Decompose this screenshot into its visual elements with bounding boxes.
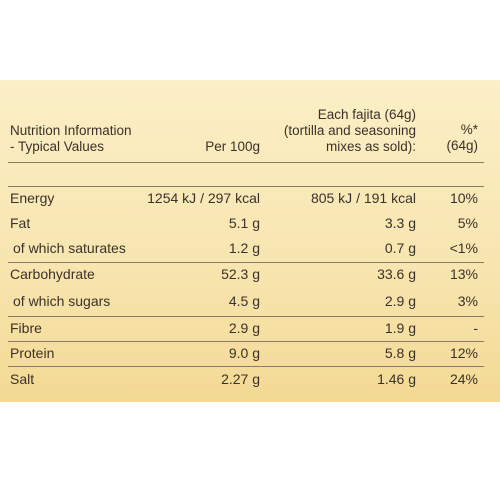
row-divider bbox=[8, 186, 484, 188]
table-title: Nutrition Information - Typical Values bbox=[10, 123, 132, 155]
per-100g-value: 9.0 g bbox=[228, 345, 260, 361]
percent-header: %* (64g) bbox=[446, 122, 478, 154]
row-label: Energy bbox=[10, 190, 55, 206]
title-line-1: Nutrition Information bbox=[10, 123, 132, 138]
row-label: Salt bbox=[10, 371, 35, 387]
each-line-3: mixes as sold): bbox=[325, 139, 416, 154]
title-line-2: - Typical Values bbox=[10, 139, 105, 154]
percent-value: 12% bbox=[449, 345, 478, 361]
per-fajita-value: 33.6 g bbox=[377, 266, 416, 282]
percent-value: - bbox=[473, 320, 478, 336]
percent-value: <1% bbox=[449, 240, 478, 256]
pct-line-2: (64g) bbox=[446, 138, 478, 153]
each-fajita-header: Each fajita (64g) (tortilla and seasonin… bbox=[284, 107, 416, 155]
row-label: of which sugars bbox=[13, 293, 111, 309]
per-fajita-value: 805 kJ / 191 kcal bbox=[310, 190, 416, 206]
per-fajita-value: 3.3 g bbox=[384, 215, 416, 231]
per-fajita-value: 1.9 g bbox=[384, 320, 416, 336]
table-row: of which sugars 4.5 g 2.9 g 3% bbox=[0, 290, 500, 312]
row-label: Carbohydrate bbox=[10, 266, 95, 282]
per-100g-value: 52.3 g bbox=[221, 266, 260, 282]
header-divider bbox=[8, 162, 484, 164]
per-100g-value: 5.1 g bbox=[228, 215, 260, 231]
per-100g-value: 2.27 g bbox=[221, 371, 260, 387]
row-label: Fat bbox=[10, 215, 31, 231]
table-row: Salt 2.27 g 1.46 g 24% bbox=[0, 368, 500, 390]
percent-value: 13% bbox=[449, 266, 478, 282]
table-row: Fat 5.1 g 3.3 g 5% bbox=[0, 212, 500, 234]
per-100g-value: 1.2 g bbox=[228, 240, 260, 256]
table-row: Fibre 2.9 g 1.9 g - bbox=[0, 317, 500, 339]
row-label: of which saturates bbox=[13, 240, 126, 256]
table-row: Carbohydrate 52.3 g 33.6 g 13% bbox=[0, 263, 500, 285]
percent-value: 5% bbox=[457, 215, 478, 231]
per-fajita-value: 0.7 g bbox=[384, 240, 416, 256]
per-100g-header: Per 100g bbox=[205, 139, 260, 154]
percent-value: 3% bbox=[457, 293, 478, 309]
pct-line-1: %* bbox=[460, 122, 478, 137]
row-divider bbox=[8, 262, 484, 264]
per-100g-value: 1254 kJ / 297 kcal bbox=[147, 190, 260, 206]
percent-value: 24% bbox=[449, 371, 478, 387]
row-divider bbox=[8, 316, 484, 318]
per-100g-value: 4.5 g bbox=[228, 293, 260, 309]
percent-value: 10% bbox=[449, 190, 478, 206]
per-fajita-value: 5.8 g bbox=[384, 345, 416, 361]
each-line-1: Each fajita (64g) bbox=[317, 107, 416, 122]
per-fajita-value: 2.9 g bbox=[384, 293, 416, 309]
nutrition-panel bbox=[0, 80, 500, 402]
table-row: of which saturates 1.2 g 0.7 g <1% bbox=[0, 237, 500, 259]
row-label: Protein bbox=[10, 345, 55, 361]
each-line-2: (tortilla and seasoning bbox=[283, 123, 416, 138]
per-fajita-value: 1.46 g bbox=[377, 371, 416, 387]
row-divider bbox=[8, 341, 484, 343]
row-divider bbox=[8, 366, 484, 368]
table-row: Protein 9.0 g 5.8 g 12% bbox=[0, 342, 500, 364]
per-100g-value: 2.9 g bbox=[228, 320, 260, 336]
table-row: Energy 1254 kJ / 297 kcal 805 kJ / 191 k… bbox=[0, 187, 500, 209]
row-label: Fibre bbox=[10, 320, 42, 336]
